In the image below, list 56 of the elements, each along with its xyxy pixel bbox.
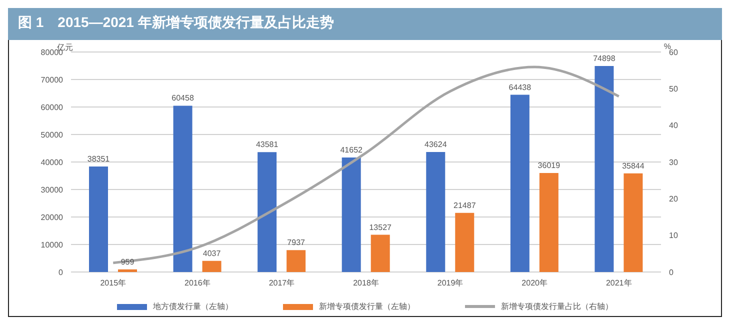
data-label: 35844	[622, 161, 645, 170]
y-tick-label: 60000	[40, 102, 64, 112]
bar	[202, 260, 222, 272]
bar	[258, 152, 277, 272]
x-tick-label: 2021年	[606, 278, 632, 288]
data-label: 21487	[454, 200, 476, 210]
x-tick-label: 2017年	[268, 278, 295, 288]
bar	[594, 66, 614, 272]
y-tick-label: 30000	[40, 185, 64, 194]
data-label: 7937	[287, 238, 306, 248]
y2-tick-label: 30	[669, 158, 678, 167]
legend-label: 新增专项债发行量（左轴）	[319, 301, 415, 312]
data-label: 13527	[369, 222, 392, 232]
y2-tick-label: 60	[669, 48, 678, 57]
data-label: 43624	[424, 140, 448, 150]
data-label: 43581	[256, 140, 279, 150]
x-tick-label: 2019年	[437, 278, 464, 288]
bar	[118, 269, 137, 272]
bar	[455, 212, 474, 272]
y2-axis-title: %	[664, 42, 671, 51]
x-tick-label: 2020年	[522, 278, 548, 288]
x-tick-label: 2016年	[184, 278, 210, 288]
y2-tick-label: 10	[669, 231, 678, 240]
y2-tick-label: 40	[669, 121, 678, 130]
bar	[89, 166, 108, 272]
y-tick-label: 10000	[40, 240, 64, 250]
data-label: 41652	[340, 145, 364, 154]
legend-label: 新增专项债发行量占比（右轴）	[501, 301, 613, 312]
data-label: 38351	[87, 154, 110, 164]
data-label: 74898	[593, 54, 616, 64]
y-tick-label: 0	[58, 268, 64, 277]
bar	[173, 106, 192, 272]
y2-tick-label: 0	[669, 268, 674, 277]
bar	[426, 152, 446, 272]
bar	[510, 94, 530, 272]
line-series	[112, 66, 620, 264]
x-tick-label: 2018年	[353, 278, 379, 288]
data-label: 60458	[172, 94, 194, 103]
data-label: 959	[120, 257, 135, 266]
bar	[370, 234, 390, 272]
y2-tick-label: 50	[669, 84, 678, 94]
legend-label: 地方债发行量（左轴）	[153, 301, 233, 312]
x-tick-label: 2015年	[100, 278, 126, 288]
y2-tick-label: 20	[669, 194, 678, 204]
bar	[342, 157, 361, 272]
data-label: 4037	[202, 248, 222, 258]
chart-title: 图 1 2015—2021 年新增专项债发行量及占比走势	[8, 8, 722, 40]
y-tick-label: 20000	[40, 212, 64, 222]
data-label: 64438	[508, 82, 532, 92]
y-tick-label: 40000	[40, 158, 64, 167]
bar	[624, 173, 643, 272]
bar	[539, 172, 558, 272]
bar	[286, 250, 306, 272]
y-tick-label: 50000	[40, 130, 64, 140]
data-label: 36019	[538, 160, 561, 170]
y-tick-label: 70000	[40, 75, 64, 84]
